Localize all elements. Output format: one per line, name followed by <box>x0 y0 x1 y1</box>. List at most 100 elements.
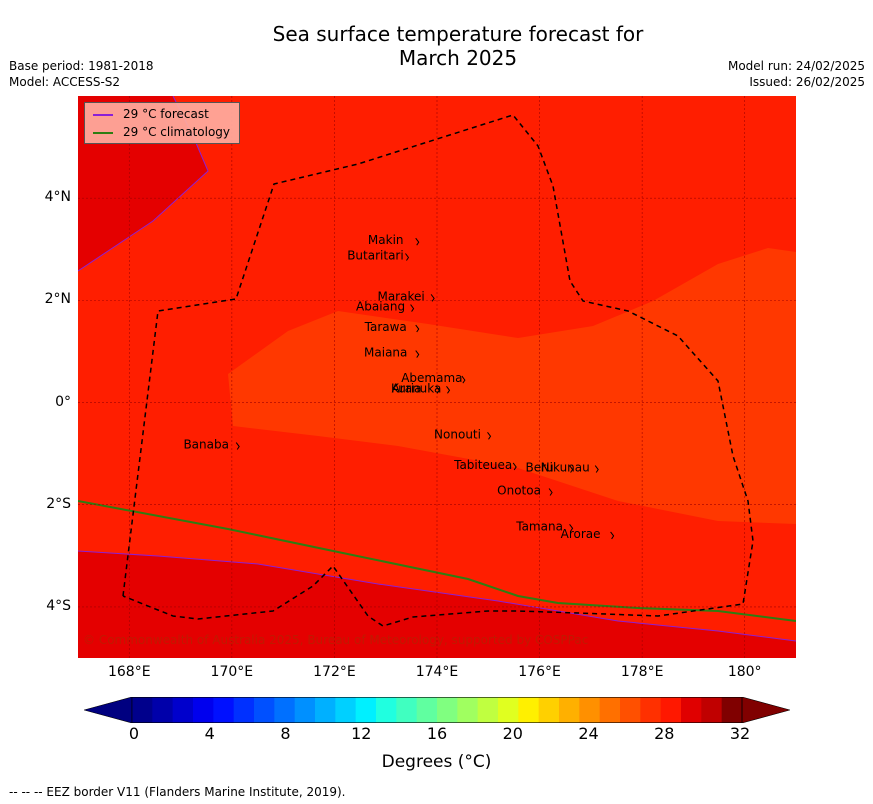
colorbar-segment <box>701 697 723 723</box>
colorbar-segment <box>254 697 275 723</box>
title-line-2: March 2025 <box>398 46 518 70</box>
x-tick-label: 178°E <box>620 664 664 680</box>
title-line-1: Sea surface temperature forecast for <box>272 22 644 46</box>
map-legend: 29 °C forecast 29 °C climatology <box>84 102 240 144</box>
colorbar-segment <box>660 697 682 723</box>
x-tick-label: 168°E <box>107 664 151 680</box>
y-tick-label: 4°S <box>46 597 71 614</box>
island-outline <box>415 324 420 333</box>
colorbar-segment <box>579 697 601 723</box>
island-outline <box>594 465 599 473</box>
colorbar-segment <box>599 697 621 723</box>
colorbar-tick-label: 4 <box>204 724 215 743</box>
island-outline <box>512 462 517 471</box>
x-tick-label: 170°E <box>210 664 254 680</box>
colorbar-segment <box>315 697 336 723</box>
colorbar-over-arrow <box>741 697 790 723</box>
colorbar-segment <box>681 697 702 723</box>
island-outline <box>415 350 420 358</box>
colorbar-segment <box>518 697 540 723</box>
y-tick-label: 2°S <box>46 495 71 512</box>
island-outline <box>405 253 410 261</box>
colorbar-title: Degrees (°C) <box>381 752 492 772</box>
colorbar-under-arrow <box>84 697 133 723</box>
island-outline <box>410 304 415 312</box>
colorbar-segment <box>213 697 235 723</box>
colorbar-segment <box>437 697 458 723</box>
model-run: Model run: 24/02/2025 <box>727 59 865 73</box>
place-label: Beru <box>525 461 553 475</box>
colorbar-segment <box>620 697 641 723</box>
island-outline <box>610 531 615 540</box>
colorbar-tick-label: 16 <box>426 724 448 743</box>
chart-title: Sea surface temperature forecast for Mar… <box>0 22 873 70</box>
colorbar-segment <box>416 697 438 723</box>
colorbar-segment <box>233 697 255 723</box>
colorbar-segment <box>152 697 174 723</box>
place-label: Abemama <box>401 371 462 385</box>
colorbar-segment <box>538 697 560 723</box>
meta-right: Model run: 24/02/2025 Issued: 26/02/2025 <box>728 58 865 90</box>
place-label: Arorae <box>561 527 601 541</box>
island-outline <box>415 237 420 246</box>
island-outline <box>461 375 466 384</box>
place-label: Nonouti <box>434 427 481 441</box>
colorbar-segment <box>132 697 153 723</box>
climatology-29-contour <box>78 500 796 622</box>
place-label: Tabiteuea <box>453 458 512 472</box>
colorbar-segment <box>721 697 743 723</box>
place-label: Butaritari <box>347 248 404 262</box>
x-tick-label: 176°E <box>518 664 561 680</box>
base-period: Base period: 1981-2018 <box>9 59 154 73</box>
y-tick-label: 4°N <box>44 189 71 206</box>
colorbar-tick-label: 8 <box>280 724 291 743</box>
colorbar-segment <box>498 697 519 723</box>
place-label: Tarawa <box>364 320 407 334</box>
colorbar-tick-label: 20 <box>502 724 523 743</box>
place-label: Marakei <box>377 289 424 303</box>
forecast-29-contour-south <box>78 550 796 642</box>
legend-climatology: 29 °C climatology <box>93 124 230 140</box>
cooler-region-central <box>228 248 796 524</box>
footnote: -- -- -- EEZ border V11 (Flanders Marine… <box>9 785 346 799</box>
colorbar-segment <box>559 697 580 723</box>
island-outline <box>435 386 440 394</box>
colorbar-segment <box>477 697 499 723</box>
place-label: Onotoa <box>497 484 541 498</box>
island-outline <box>235 442 240 450</box>
colorbar-segment <box>457 697 479 723</box>
colorbar <box>84 697 790 723</box>
colorbar-tick-label: 28 <box>654 724 675 743</box>
y-tick-label: 2°N <box>44 291 71 308</box>
colorbar-tick-label: 32 <box>729 724 751 743</box>
eez-border <box>122 114 754 627</box>
island-outline <box>548 488 553 496</box>
place-label: Aranuka <box>392 381 442 395</box>
issued-date: Issued: 26/02/2025 <box>749 75 865 89</box>
colorbar-tick-label: 12 <box>351 724 372 743</box>
island-outline <box>446 386 451 394</box>
colorbar-segment <box>355 697 377 723</box>
x-tick-label: 172°E <box>313 664 356 680</box>
legend-forecast-line <box>93 113 113 116</box>
island-outline <box>430 294 435 302</box>
gridlines <box>78 96 796 658</box>
place-label: Nikunau <box>541 461 590 475</box>
legend-climatology-line <box>93 131 113 134</box>
legend-forecast-label: 29 °C forecast <box>123 107 209 121</box>
colorbar-tick-label: 0 <box>128 724 140 743</box>
island-outline <box>569 523 574 532</box>
island-outline <box>487 432 492 440</box>
y-tick-label: 0° <box>55 393 71 410</box>
legend-forecast: 29 °C forecast <box>93 106 209 122</box>
colorbar-segment <box>294 697 316 723</box>
colorbar-tick-label: 24 <box>578 724 599 743</box>
colorbar-segment <box>396 697 418 723</box>
copyright-text: © Commonwealth of Australia 2025, Bureau… <box>83 633 588 647</box>
island-outline <box>569 465 574 473</box>
place-label: Banaba <box>183 438 229 452</box>
colorbar-segment <box>274 697 296 723</box>
colorbar-segment <box>335 697 357 723</box>
place-label: Abaiang <box>356 300 405 314</box>
